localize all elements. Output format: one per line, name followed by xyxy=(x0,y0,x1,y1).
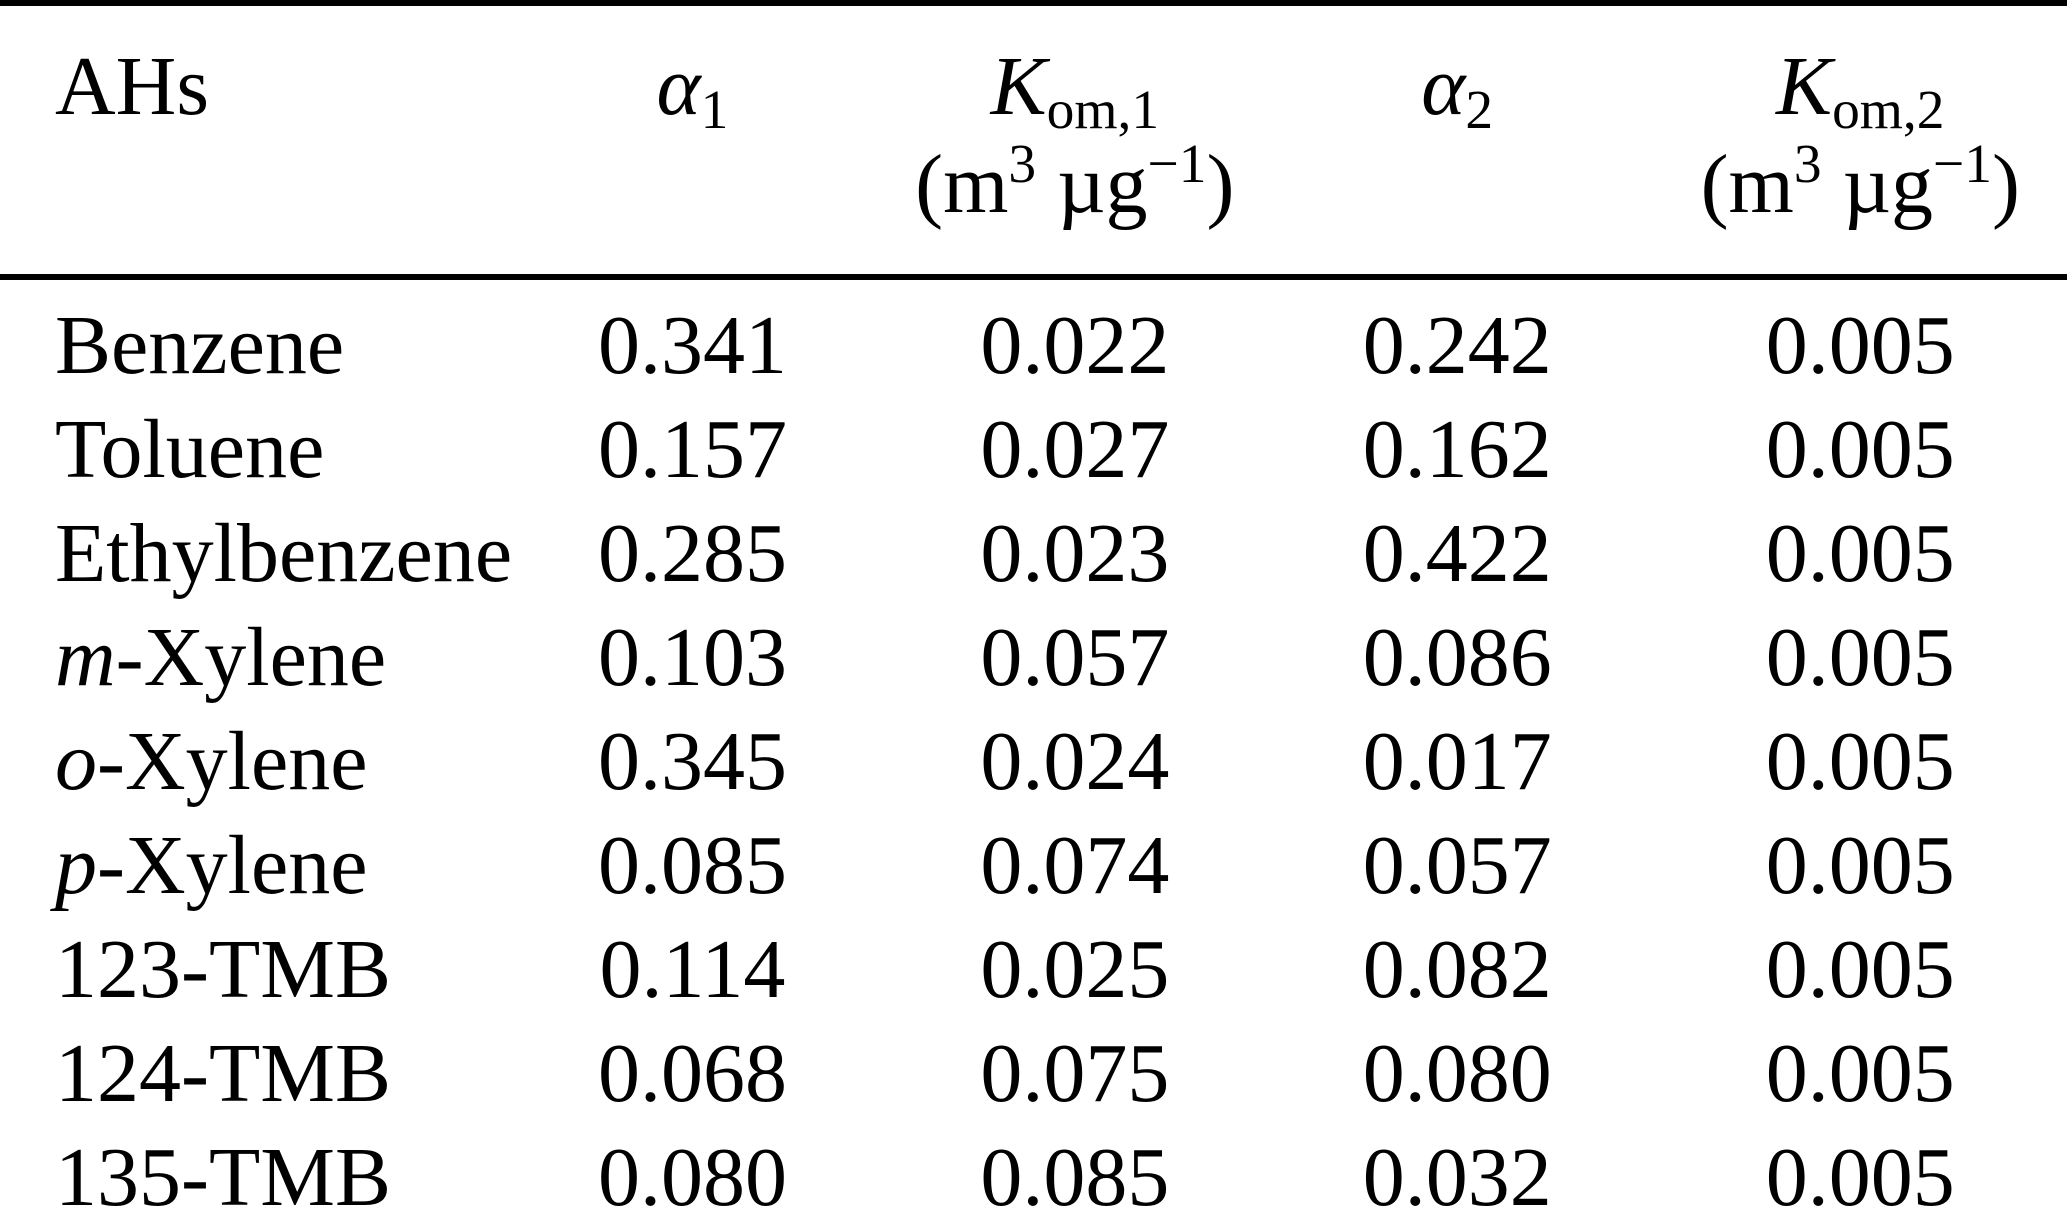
compound-name: Toluene xyxy=(55,403,325,496)
kom1-value: 0.024 xyxy=(980,715,1170,808)
alpha2-value: 0.082 xyxy=(1362,923,1552,1016)
kom2-value: 0.005 xyxy=(1765,923,1955,1016)
alpha1-value: 0.341 xyxy=(597,299,787,392)
column-header-alpha1: α1 xyxy=(496,3,889,280)
kom1-value: 0.025 xyxy=(980,923,1170,1016)
compound-name: Ethylbenzene xyxy=(55,507,513,600)
kom1-value: 0.027 xyxy=(980,403,1170,496)
kom1-value: 0.057 xyxy=(980,611,1170,704)
compound-name: 135-TMB xyxy=(55,1131,391,1224)
compound-italic-prefix: o xyxy=(55,715,97,808)
alpha1-subscript: 1 xyxy=(700,78,729,140)
alpha1-value: 0.345 xyxy=(597,715,787,808)
compound-name-cell: m-Xylene xyxy=(0,606,496,710)
table-body: Benzene 0.341 0.022 0.242 0.005 Toluene … xyxy=(0,277,2067,1231)
alpha1-value: 0.085 xyxy=(597,819,787,912)
kom2-value: 0.005 xyxy=(1765,1131,1955,1224)
kom1-value: 0.074 xyxy=(980,819,1170,912)
compound-italic-prefix: m xyxy=(55,611,116,704)
header-row: AHs α1 Kom,1 (m3 µg−1) α2 Kom,2 (m3 µg−1… xyxy=(0,3,2067,280)
table-header: AHs α1 Kom,1 (m3 µg−1) α2 Kom,2 (m3 µg−1… xyxy=(0,3,2067,280)
kom2-subscript: om,2 xyxy=(1832,78,1945,140)
alpha2-value: 0.080 xyxy=(1362,1027,1552,1120)
compound-name: -Xylene xyxy=(97,819,368,912)
alpha2-value: 0.162 xyxy=(1362,403,1552,496)
alpha1-value: 0.285 xyxy=(597,507,787,600)
kom2-value: 0.005 xyxy=(1765,299,1955,392)
column-header-kom2: Kom,2 (m3 µg−1) xyxy=(1653,3,2067,280)
alpha1-value: 0.080 xyxy=(597,1131,787,1224)
kom1-symbol: K xyxy=(990,40,1047,133)
alpha1-value: 0.157 xyxy=(597,403,787,496)
compound-name-cell: 124-TMB xyxy=(0,1022,496,1126)
alpha2-value: 0.086 xyxy=(1362,611,1552,704)
table-row: Benzene 0.341 0.022 0.242 0.005 xyxy=(0,277,2067,398)
ahs-label: AHs xyxy=(55,40,210,133)
table-row: 123-TMB 0.114 0.025 0.082 0.005 xyxy=(0,918,2067,1022)
kom1-subscript: om,1 xyxy=(1046,78,1160,140)
kom2-value: 0.005 xyxy=(1765,403,1955,496)
kom2-value: 0.005 xyxy=(1765,715,1955,808)
kom2-symbol: K xyxy=(1776,40,1833,133)
kom2-value: 0.005 xyxy=(1765,819,1955,912)
table-row: o-Xylene 0.345 0.024 0.017 0.005 xyxy=(0,710,2067,814)
kom2-value: 0.005 xyxy=(1765,611,1955,704)
table-row: m-Xylene 0.103 0.057 0.086 0.005 xyxy=(0,606,2067,710)
compound-name-cell: Benzene xyxy=(0,277,496,398)
alpha1-value: 0.114 xyxy=(599,923,786,1016)
kom2-value: 0.005 xyxy=(1765,1027,1955,1120)
kom1-value: 0.075 xyxy=(980,1027,1170,1120)
compound-name-cell: 135-TMB xyxy=(0,1126,496,1231)
alpha2-subscript: 2 xyxy=(1465,78,1494,140)
alpha1-symbol: α xyxy=(656,40,701,133)
table-row: Ethylbenzene 0.285 0.023 0.422 0.005 xyxy=(0,502,2067,606)
table-row: 135-TMB 0.080 0.085 0.032 0.005 xyxy=(0,1126,2067,1231)
compound-name-cell: p-Xylene xyxy=(0,814,496,918)
alpha1-value: 0.103 xyxy=(597,611,787,704)
kom1-value: 0.085 xyxy=(980,1131,1170,1224)
table-row: 124-TMB 0.068 0.075 0.080 0.005 xyxy=(0,1022,2067,1126)
table-row: Toluene 0.157 0.027 0.162 0.005 xyxy=(0,398,2067,502)
compound-name-cell: Ethylbenzene xyxy=(0,502,512,606)
kom2-value: 0.005 xyxy=(1765,507,1955,600)
alpha2-value: 0.032 xyxy=(1362,1131,1552,1224)
alpha1-value: 0.068 xyxy=(597,1027,787,1120)
compound-name: 123-TMB xyxy=(55,923,391,1016)
compound-name-cell: o-Xylene xyxy=(0,710,496,814)
kom1-value: 0.023 xyxy=(980,507,1170,600)
table-row: p-Xylene 0.085 0.074 0.057 0.005 xyxy=(0,814,2067,918)
column-header-ahs: AHs xyxy=(0,3,497,280)
compound-italic-prefix: p xyxy=(55,819,97,912)
column-header-kom1: Kom,1 (m3 µg−1) xyxy=(888,3,1261,280)
kom1-value: 0.022 xyxy=(980,299,1170,392)
column-header-alpha2: α2 xyxy=(1260,3,1654,280)
alpha2-symbol: α xyxy=(1421,40,1466,133)
kom2-unit: (m3 µg−1) xyxy=(1700,132,2020,231)
alpha2-value: 0.017 xyxy=(1362,715,1552,808)
kom1-unit: (m3 µg−1) xyxy=(915,132,1235,231)
alpha2-value: 0.242 xyxy=(1362,299,1552,392)
compound-name: Benzene xyxy=(55,299,345,392)
compound-name-cell: Toluene xyxy=(0,398,496,502)
alpha2-value: 0.057 xyxy=(1362,819,1552,912)
compound-name: 124-TMB xyxy=(55,1027,391,1120)
compound-name-cell: 123-TMB xyxy=(0,918,496,1022)
alpha2-value: 0.422 xyxy=(1362,507,1552,600)
compound-name: -Xylene xyxy=(97,715,368,808)
compound-name: -Xylene xyxy=(115,611,387,704)
